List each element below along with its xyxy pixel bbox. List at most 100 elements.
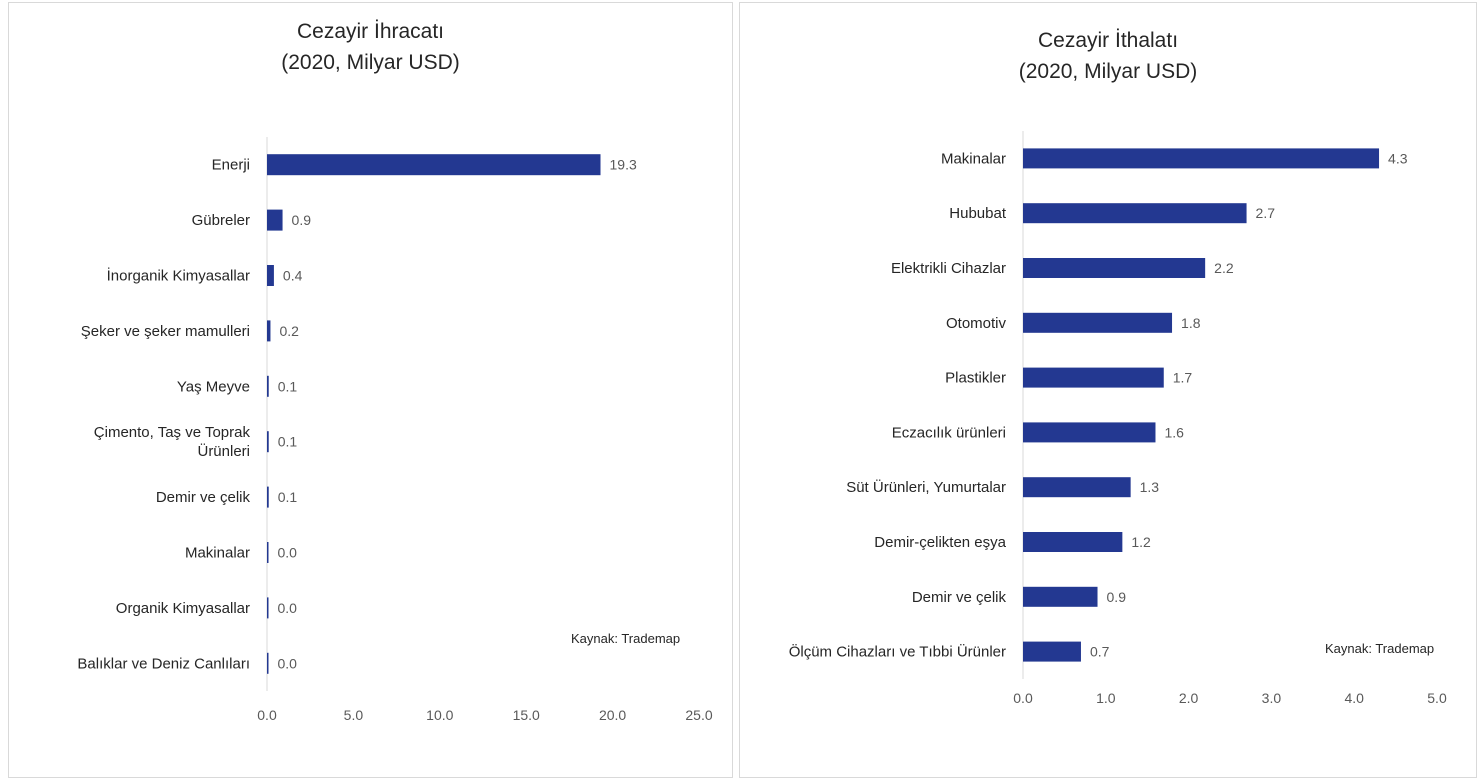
import-category-label: Makinalar [941, 150, 1006, 167]
export-bar-value-label: 19.3 [610, 157, 637, 173]
export-x-tick-label: 20.0 [599, 707, 626, 723]
export-chart-panel: Cezayir İhracatı (2020, Milyar USD) 19.3… [8, 2, 733, 778]
export-bar [267, 154, 601, 176]
import-category-label: Otomotiv [946, 315, 1007, 332]
import-bar [1023, 312, 1173, 333]
import-bar [1023, 586, 1098, 607]
import-bar-value-label: 0.7 [1090, 644, 1110, 660]
export-category-label-line: İnorganik Kimyasallar [107, 267, 250, 285]
export-category-label: Makinalar [185, 545, 250, 562]
export-category-label-line: Enerji [212, 157, 250, 174]
import-category-label-line: Plastikler [945, 370, 1006, 387]
export-x-tick-label: 25.0 [685, 707, 712, 723]
export-chart-title-line1: Cezayir İhracatı [296, 20, 445, 43]
import-bar-value-label: 0.9 [1107, 589, 1127, 605]
export-bar [267, 431, 269, 453]
import-chart-panel: Cezayir İthalatı (2020, Milyar USD) 4.3 M… [739, 2, 1477, 778]
export-bar-value-label: 0.0 [278, 545, 298, 561]
import-bar-value-label: 1.6 [1164, 424, 1184, 440]
export-chart-title-line2: (2020, Milyar USD) [281, 51, 460, 74]
import-category-label-line: Hububat [949, 205, 1007, 222]
import-bar-chart: 4.3 Makinalar 2.7 Hububat 2.2 Elektrikli Ciha… [789, 131, 1447, 706]
export-x-tick-label: 10.0 [426, 707, 453, 723]
export-category-label-line: Ürünleri [197, 442, 250, 460]
export-bar [267, 320, 271, 342]
export-source-note: Kaynak: Trademap [571, 631, 681, 646]
export-category-label: Balıklar ve Deniz Canlıları [77, 655, 250, 672]
import-x-tick-label: 3.0 [1262, 690, 1282, 706]
import-category-label-line: Otomotiv [946, 315, 1007, 332]
export-bar [267, 209, 283, 231]
export-bar-value-label: 0.1 [278, 378, 298, 394]
import-category-label-line: Elektrikli Cihazlar [891, 260, 1006, 277]
import-bar [1023, 422, 1156, 443]
export-bar-chart: 19.3 Enerji 0.9 Gübreler 0.4 İnorganik Kimyas… [77, 137, 713, 723]
export-bar [267, 652, 269, 674]
export-x-tick-label: 15.0 [513, 707, 540, 723]
export-category-label: Organik Kimyasallar [116, 600, 250, 617]
import-category-label-line: Ölçüm Cihazları ve Tıbbi Ürünler [789, 643, 1006, 661]
import-category-label-line: Eczacılık ürünleri [892, 424, 1006, 441]
export-category-label: Yaş Meyve [177, 378, 250, 395]
import-bar-value-label: 1.8 [1181, 315, 1201, 331]
export-bar-value-label: 0.4 [283, 268, 303, 284]
export-bar-value-label: 0.1 [278, 434, 298, 450]
export-bar [267, 265, 274, 286]
import-bar-value-label: 1.3 [1140, 479, 1160, 495]
export-bar-value-label: 0.0 [278, 655, 298, 671]
export-bar-value-label: 0.9 [292, 212, 312, 228]
export-category-label-line: Demir ve çelik [156, 489, 251, 506]
import-x-tick-label: 0.0 [1013, 690, 1033, 706]
import-x-tick-label: 1.0 [1096, 690, 1116, 706]
import-source-note: Kaynak: Trademap [1325, 641, 1435, 656]
import-bar [1023, 477, 1131, 498]
export-bar-value-label: 0.2 [279, 323, 299, 339]
import-bar [1023, 532, 1123, 552]
import-category-label: Demir ve çelik [912, 589, 1007, 606]
export-category-label: Gübreler [192, 212, 250, 229]
import-category-label: Demir-çelikten eşya [874, 534, 1006, 551]
export-category-label: İnorganik Kimyasallar [107, 267, 250, 285]
export-category-label-line: Organik Kimyasallar [116, 600, 250, 617]
import-category-label: Ölçüm Cihazları ve Tıbbi Ürünler [789, 643, 1006, 661]
import-category-label: Plastikler [945, 370, 1006, 387]
export-category-label-line: Gübreler [192, 212, 250, 229]
export-category-label: Şeker ve şeker mamulleri [81, 323, 250, 340]
import-bar-value-label: 2.2 [1214, 260, 1234, 276]
import-chart-title-line1: Cezayir İthalatı [1037, 29, 1179, 52]
export-category-label: Çimento, Taş ve Toprak Ürünleri [94, 424, 251, 460]
export-bar [267, 542, 269, 563]
export-bar [267, 375, 269, 397]
export-category-label: Demir ve çelik [156, 489, 251, 506]
import-bar-value-label: 4.3 [1388, 150, 1408, 166]
import-category-label-line: Makinalar [941, 150, 1006, 167]
import-category-label: Hububat [949, 205, 1007, 222]
import-x-tick-label: 4.0 [1344, 690, 1364, 706]
import-bar [1023, 258, 1206, 278]
export-bar-value-label: 0.1 [278, 489, 298, 505]
export-bar-value-label: 0.0 [278, 600, 298, 616]
export-category-label: Enerji [212, 157, 250, 174]
import-bar-value-label: 1.7 [1173, 370, 1193, 386]
export-category-label-line: Balıklar ve Deniz Canlıları [77, 655, 250, 672]
import-bar-value-label: 1.2 [1131, 534, 1151, 550]
import-bar-value-label: 2.7 [1256, 205, 1276, 221]
export-x-tick-label: 5.0 [344, 707, 364, 723]
import-category-label: Elektrikli Cihazlar [891, 260, 1006, 277]
import-x-tick-label: 2.0 [1179, 690, 1199, 706]
import-bar [1023, 148, 1380, 169]
import-chart-title-line2: (2020, Milyar USD) [1018, 60, 1198, 83]
import-category-label-line: Demir-çelikten eşya [874, 534, 1006, 551]
export-category-label-line: Şeker ve şeker mamulleri [81, 323, 250, 340]
import-category-label: Eczacılık ürünleri [892, 424, 1006, 441]
import-x-tick-label: 5.0 [1427, 690, 1447, 706]
export-bar [267, 597, 269, 619]
export-category-label-line: Çimento, Taş ve Toprak [94, 424, 251, 441]
import-category-label-line: Süt Ürünleri, Yumurtalar [846, 478, 1006, 496]
export-category-label-line: Yaş Meyve [177, 378, 250, 395]
export-chart-title: Cezayir İhracatı (2020, Milyar USD) [9, 16, 732, 78]
import-bar [1023, 203, 1247, 224]
import-bar [1023, 367, 1164, 388]
import-category-label: Süt Ürünleri, Yumurtalar [846, 478, 1006, 496]
import-bar [1023, 641, 1081, 662]
